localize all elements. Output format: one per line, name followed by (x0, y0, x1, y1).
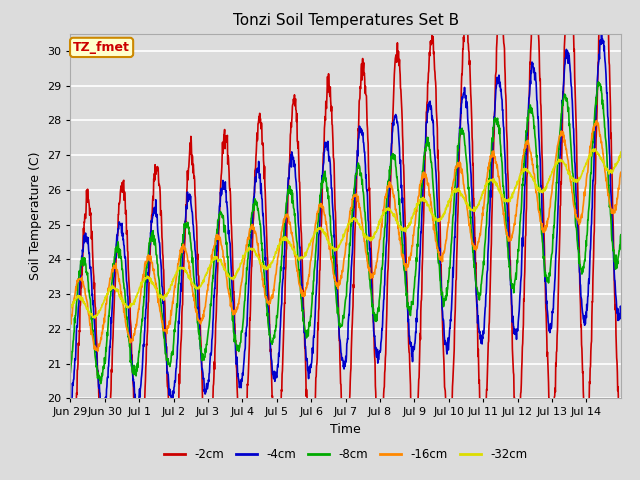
-4cm (446, 325, 454, 331)
-2cm (316, 268, 323, 274)
-32cm (591, 146, 599, 152)
Line: -4cm: -4cm (70, 34, 621, 413)
-8cm (348, 207, 356, 213)
-4cm (617, 305, 625, 311)
-32cm (67, 304, 74, 310)
-2cm (617, 417, 625, 422)
-16cm (67, 318, 74, 324)
-8cm (617, 232, 625, 238)
-32cm (446, 196, 454, 202)
-4cm (598, 31, 605, 37)
-32cm (165, 288, 173, 293)
-16cm (77, 276, 84, 282)
Line: -8cm: -8cm (70, 82, 621, 384)
-32cm (582, 162, 589, 168)
-8cm (67, 370, 74, 375)
-2cm (67, 460, 74, 466)
-4cm (582, 314, 589, 320)
Y-axis label: Soil Temperature (C): Soil Temperature (C) (29, 152, 42, 280)
Line: -16cm: -16cm (70, 120, 621, 351)
-32cm (316, 225, 323, 231)
-16cm (582, 184, 589, 190)
-16cm (316, 203, 323, 208)
Line: -2cm: -2cm (70, 0, 621, 474)
-4cm (348, 251, 356, 256)
Legend: -2cm, -4cm, -8cm, -16cm, -32cm: -2cm, -4cm, -8cm, -16cm, -32cm (159, 443, 532, 466)
-8cm (165, 361, 173, 367)
Line: -32cm: -32cm (70, 149, 621, 318)
-2cm (582, 417, 589, 422)
-8cm (446, 262, 454, 268)
-16cm (593, 118, 600, 123)
-2cm (136, 471, 143, 477)
-8cm (97, 381, 104, 386)
-16cm (446, 208, 454, 214)
-32cm (91, 315, 99, 321)
-2cm (77, 296, 84, 301)
-32cm (77, 296, 84, 301)
X-axis label: Time: Time (330, 423, 361, 436)
-8cm (582, 247, 589, 253)
-16cm (348, 196, 356, 202)
-8cm (595, 79, 602, 85)
-16cm (617, 169, 625, 175)
-16cm (165, 318, 173, 324)
-2cm (348, 320, 356, 326)
Text: TZ_fmet: TZ_fmet (73, 41, 130, 54)
-2cm (446, 445, 454, 451)
-32cm (348, 217, 356, 223)
-16cm (93, 348, 101, 354)
-4cm (67, 407, 74, 413)
-2cm (165, 419, 173, 425)
-4cm (100, 410, 108, 416)
-4cm (316, 227, 323, 232)
-4cm (77, 262, 84, 267)
-8cm (77, 258, 84, 264)
-32cm (617, 149, 625, 155)
-8cm (316, 204, 323, 210)
-4cm (165, 392, 173, 398)
Title: Tonzi Soil Temperatures Set B: Tonzi Soil Temperatures Set B (232, 13, 459, 28)
